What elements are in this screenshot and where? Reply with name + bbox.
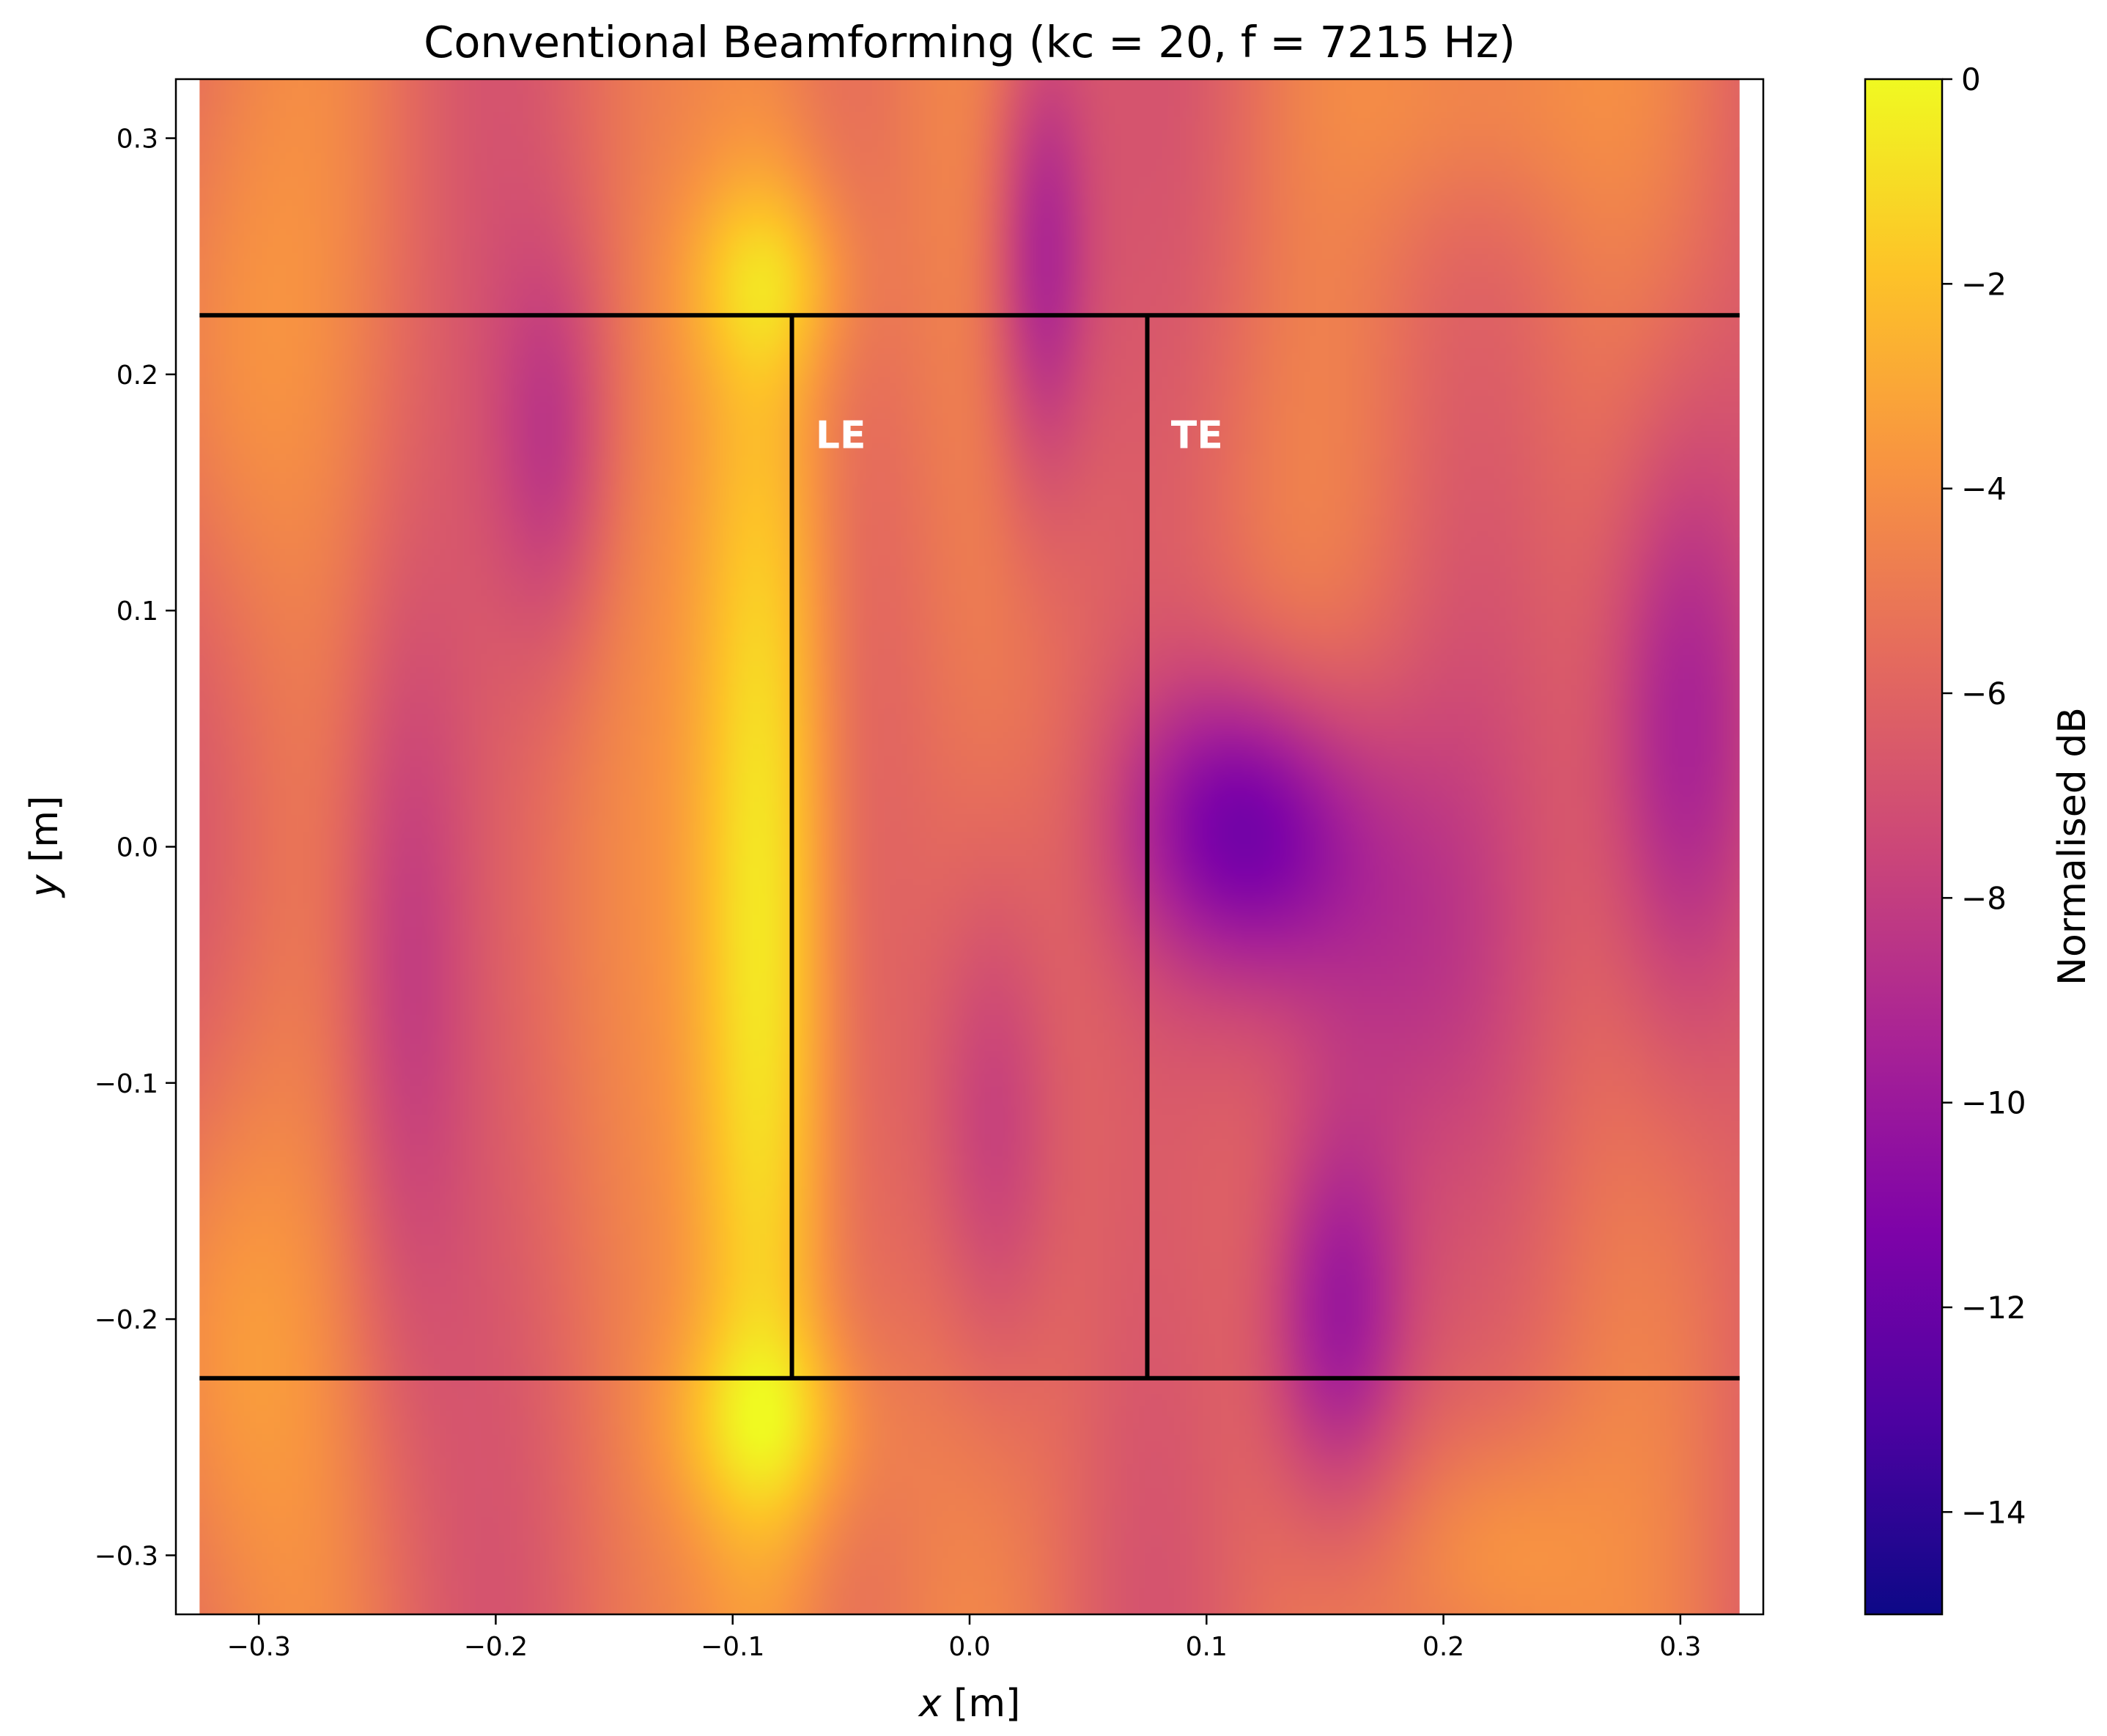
x-tick-label: 0.1 (1186, 1632, 1228, 1662)
y-tick-label: 0.2 (117, 361, 158, 391)
x-axis-label-var: x (918, 1682, 942, 1726)
colorbar-gradient (1865, 79, 1942, 1614)
y-tick-label: −0.1 (95, 1069, 158, 1099)
x-axis-label: x [m] (918, 1682, 1021, 1726)
colorbar-tick-label: −12 (1961, 1290, 2026, 1326)
x-tick-label: 0.0 (948, 1632, 990, 1662)
y-tick-label: 0.0 (117, 833, 158, 863)
y-axis-label-unit: [m] (23, 796, 67, 875)
y-axis-ticks: 0.3 0.2 0.1 0.0 −0.1 −0.2 −0.3 (95, 125, 176, 1571)
annotations: LE TE (816, 413, 1223, 457)
x-tick-label: 0.2 (1422, 1632, 1464, 1662)
chart-title: Conventional Beamforming (kc = 20, f = 7… (424, 17, 1516, 67)
x-tick-label: −0.1 (701, 1632, 764, 1662)
x-tick-label: −0.3 (226, 1632, 290, 1662)
x-tick-label: −0.2 (464, 1632, 528, 1662)
colorbar-tick-label: −2 (1961, 266, 2007, 302)
y-axis-label: y [m] (23, 796, 67, 899)
x-axis-label-unit: [m] (942, 1682, 1021, 1726)
colorbar-frame (1864, 78, 1944, 1616)
x-tick-label: 0.3 (1659, 1632, 1701, 1662)
x-axis-ticks: −0.3 −0.2 −0.1 0.0 0.1 0.2 0.3 (226, 1614, 1701, 1662)
plot-area: LE TE −0.3 −0.2 −0.1 0.0 0.1 0.2 0.3 0.30.20.10… (95, 78, 1765, 1662)
colorbar-tick-label: −10 (1961, 1085, 2026, 1121)
y-axis-label-var: y (23, 873, 67, 898)
colorbar-label: Normalised dB (2051, 707, 2095, 986)
annotation-le: LE (816, 413, 866, 457)
colorbar-tick-label: −4 (1961, 471, 2007, 507)
colorbar: 0 −2 −4 −6 −8 −10 −12 −14 Normalised dB (1864, 62, 2095, 1616)
beamforming-heatmap (199, 79, 1740, 1614)
colorbar-tick-label: −6 (1961, 676, 2007, 712)
y-tick-label: −0.3 (95, 1541, 158, 1571)
annotation-te: TE (1171, 413, 1223, 457)
airfoil-outline (199, 313, 1740, 1381)
y-tick-label: 0.1 (117, 596, 158, 627)
colorbar-ticks: 0 −2 −4 −6 −8 −10 −12 −14 (1942, 62, 2026, 1530)
y-tick-label: −0.2 (95, 1305, 158, 1335)
colorbar-tick-label: 0 (1961, 62, 1981, 97)
colorbar-tick-label: −8 (1961, 880, 2007, 916)
y-tick-label: 0.3 (117, 125, 158, 155)
colorbar-tick-label: −14 (1961, 1494, 2026, 1530)
